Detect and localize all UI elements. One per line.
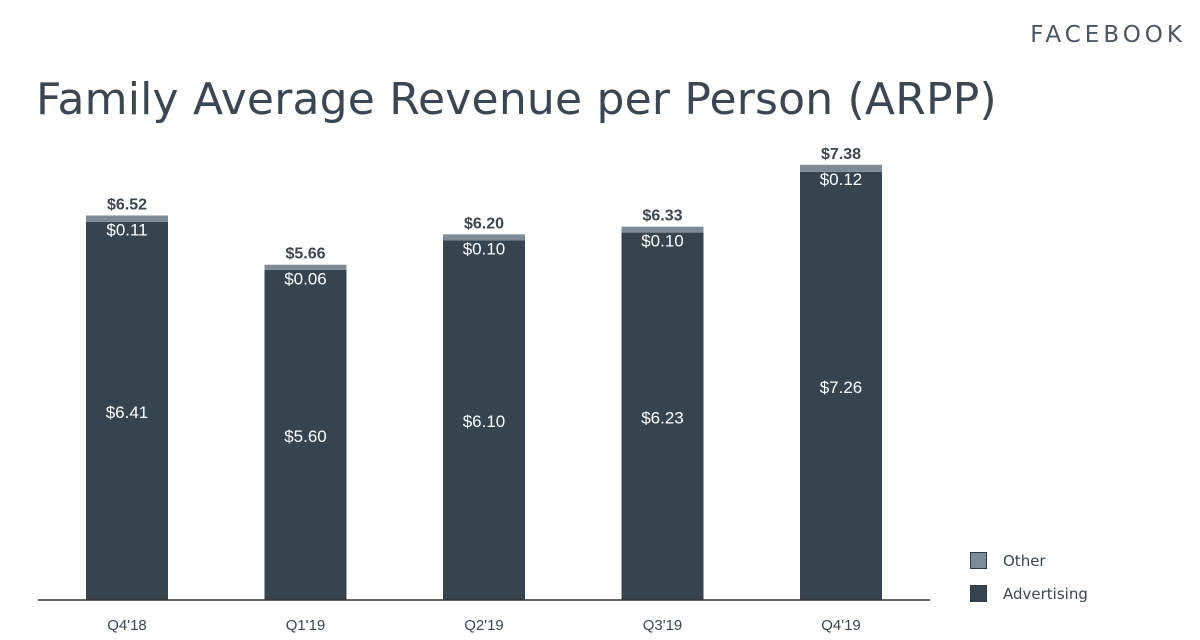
- bar-advertising-q219: [443, 240, 525, 600]
- x-tick-label-q418: Q4'18: [107, 617, 147, 634]
- legend-swatch-other: [970, 552, 987, 569]
- total-label-q219: $6.20: [464, 215, 504, 232]
- bar-other-q219: [443, 234, 525, 241]
- total-label-q319: $6.33: [642, 208, 682, 225]
- other-label-q419: $0.12: [820, 170, 863, 189]
- advertising-label-q119: $5.60: [284, 427, 327, 446]
- bar-other-q418: [86, 215, 168, 222]
- total-label-q119: $5.66: [285, 246, 325, 263]
- other-label-q418: $0.11: [106, 220, 147, 239]
- bar-other-q319: [621, 226, 704, 233]
- bar-advertising-q419: [800, 171, 882, 600]
- advertising-label-q418: $6.41: [106, 403, 149, 422]
- bar-other-q419: [800, 164, 882, 172]
- legend-label-advertising: Advertising: [1003, 584, 1088, 603]
- x-tick-label-q419: Q4'19: [821, 617, 861, 634]
- total-label-q418: $6.52: [107, 196, 147, 213]
- legend-item-other: Other: [970, 544, 1088, 577]
- x-tick-label-q319: Q3'19: [643, 617, 683, 634]
- legend-label-other: Other: [1003, 551, 1046, 570]
- brand-logo: FACEBOOK: [1030, 22, 1186, 48]
- bar-advertising-q119: [264, 269, 347, 600]
- advertising-label-q319: $6.23: [641, 408, 684, 427]
- other-label-q219: $0.10: [463, 239, 506, 258]
- total-label-q419: $7.38: [821, 146, 861, 163]
- bar-advertising-q418: [86, 221, 168, 600]
- advertising-label-q219: $6.10: [463, 412, 506, 431]
- x-tick-label-q219: Q2'19: [464, 617, 504, 634]
- advertising-label-q419: $7.26: [820, 378, 863, 397]
- page-title: Family Average Revenue per Person (ARPP): [36, 74, 997, 125]
- legend-item-advertising: Advertising: [970, 577, 1088, 610]
- other-label-q319: $0.10: [641, 232, 684, 251]
- chart-legend: Other Advertising: [970, 544, 1088, 610]
- other-label-q119: $0.06: [284, 270, 327, 289]
- legend-swatch-advertising: [970, 585, 987, 602]
- x-tick-label-q119: Q1'19: [286, 617, 326, 634]
- bar-other-q119: [264, 264, 347, 270]
- bar-advertising-q319: [621, 232, 704, 601]
